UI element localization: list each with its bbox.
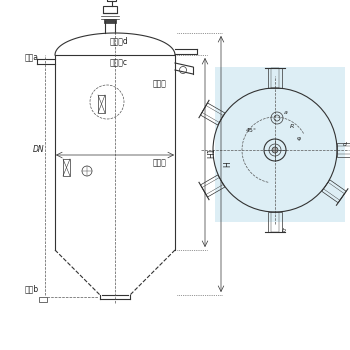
- Text: 检修口: 检修口: [153, 79, 167, 88]
- Text: 水口b: 水口b: [25, 284, 39, 293]
- Text: d: d: [343, 142, 347, 147]
- Text: φ: φ: [297, 136, 301, 141]
- Bar: [39, 297, 47, 302]
- Text: 溢流口d: 溢流口d: [110, 36, 129, 45]
- Text: 排气口c: 排气口c: [110, 58, 128, 67]
- Text: H: H: [223, 161, 232, 167]
- Text: 出料口: 出料口: [153, 158, 167, 167]
- Bar: [104, 19, 116, 23]
- Circle shape: [272, 147, 278, 153]
- Bar: [215, 67, 345, 222]
- Bar: [98, 95, 105, 113]
- Text: a: a: [284, 110, 288, 115]
- Text: R: R: [290, 124, 294, 129]
- Text: DN: DN: [33, 145, 45, 154]
- Bar: [63, 159, 70, 176]
- Bar: [103, 6, 117, 13]
- Text: H1: H1: [207, 147, 216, 158]
- Text: 45°: 45°: [245, 128, 257, 133]
- Bar: [107, 0, 116, 1]
- Text: b: b: [282, 228, 286, 233]
- Text: 水口a: 水口a: [25, 53, 39, 62]
